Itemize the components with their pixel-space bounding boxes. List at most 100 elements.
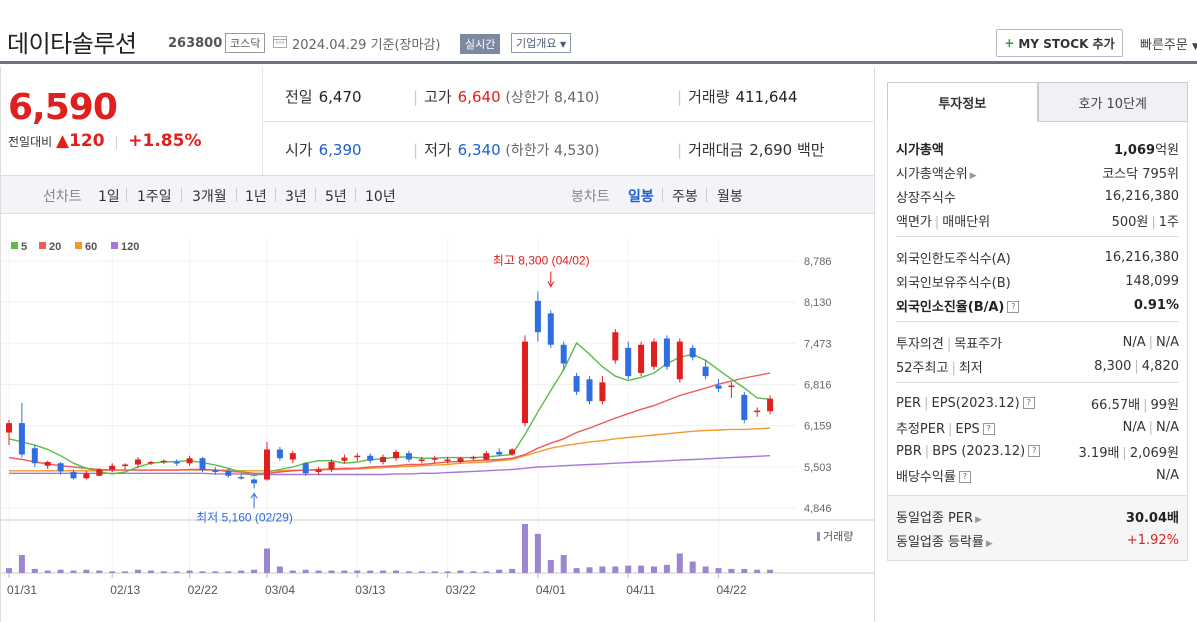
market-cap-rank-value: 코스닥 795위 [1102, 166, 1179, 182]
candle-body [315, 469, 322, 473]
trade-amount-label: 거래대금 [688, 141, 744, 159]
volume-bar [728, 568, 735, 573]
candle-body [225, 470, 232, 476]
high-price: | 고가 6,640 (상한가 8,410) [413, 86, 600, 107]
period-5y[interactable]: 5년 [325, 189, 347, 205]
invest-info-panel: 투자정보 호가 10단계 시가총액 1,069억원 시가총액순위 ▶ 코스닥 795위… [887, 82, 1188, 561]
candle-body [444, 459, 451, 461]
est-per-label: 추정PER [896, 421, 946, 437]
trade-amount: | 거래대금 2,690 백만 [677, 139, 825, 160]
volume-bar [225, 571, 232, 573]
eps-value: 99원 [1150, 397, 1179, 413]
volume-bar [147, 570, 154, 573]
high-arrow-head [547, 281, 555, 288]
candle-body [625, 347, 632, 377]
volume-bar [302, 569, 309, 573]
company-overview-label: 기업개요 [516, 37, 557, 50]
candle-body [612, 332, 619, 361]
candle-body [328, 461, 335, 470]
candle-body [212, 470, 219, 473]
candle-body [160, 460, 167, 463]
trade-unit-label: 매매단위 [942, 214, 991, 230]
bps-value: 2,069원 [1129, 445, 1179, 461]
listed-shares-value: 16,216,380 [1104, 188, 1179, 204]
legend-swatch [39, 242, 46, 249]
x-tick-label: 03/04 [265, 583, 295, 597]
current-price: 6,590 [8, 87, 118, 128]
opinion-row: 투자의견 | 목표주가 N/A | N/A [896, 334, 1179, 352]
candle-body [457, 458, 464, 462]
quick-order-button[interactable]: 빠른주문 ▼ [1140, 34, 1197, 53]
stock-name: 데이타솔루션 [7, 30, 137, 58]
foreign-ratio-label: 외국인소진율(B/A) [896, 299, 1005, 315]
market-cap-value: 1,069 [1113, 142, 1156, 158]
sector-rate-label[interactable]: 동일업종 등락률 [896, 534, 984, 550]
foreign-ratio-value: 0.91% [1133, 297, 1179, 313]
volume-bar [6, 568, 12, 573]
help-icon[interactable]: ? [1028, 445, 1041, 457]
volume-bar [380, 570, 387, 573]
est-eps-label: EPS [955, 421, 980, 437]
volume-bar [431, 571, 438, 573]
volume-bar [741, 568, 748, 573]
my-stock-add-button[interactable]: + MY STOCK 추가 [996, 29, 1123, 57]
ma5-line [8, 341, 771, 477]
volume-bar [689, 561, 696, 573]
tab-invest-info[interactable]: 투자정보 [887, 82, 1038, 122]
volume-bar [238, 570, 245, 573]
period-weekly[interactable]: 주봉 [672, 189, 698, 205]
tab-orderbook-10[interactable]: 호가 10단계 [1037, 82, 1188, 122]
candle-body [702, 366, 709, 377]
trade-unit-value: 1주 [1158, 214, 1179, 230]
period-daily[interactable]: 일봉 [628, 189, 654, 205]
volume-bar [457, 570, 464, 573]
candle-body [276, 449, 283, 459]
week52-high-value: 8,300 [1094, 358, 1132, 374]
foreign-hold-value: 148,099 [1125, 273, 1179, 289]
help-icon[interactable]: ? [1007, 301, 1020, 313]
foreign-limit-label: 외국인한도주식수(A) [896, 251, 1011, 267]
change-label: 전일대비 [8, 135, 53, 149]
est-eps-value: N/A [1156, 419, 1179, 435]
opinion-value: N/A [1122, 334, 1146, 350]
market-cap-unit: 억원 [1155, 142, 1179, 158]
volume-bar [560, 555, 567, 573]
help-icon[interactable]: ? [1022, 397, 1035, 409]
volume-bar [586, 567, 593, 573]
sector-per-label[interactable]: 동일업종 PER [896, 510, 974, 526]
period-3m[interactable]: 3개월 [192, 189, 227, 205]
volume-bar [547, 559, 554, 573]
volume-bar [315, 570, 322, 573]
candle-body [147, 461, 154, 464]
ma20-line [8, 372, 771, 474]
opinion-section: 투자의견 | 목표주가 N/A | N/A 52주최고 | 최저 8,300 | 4,820 [896, 321, 1179, 382]
period-1y[interactable]: 1년 [245, 189, 267, 205]
volume-bar [96, 570, 103, 573]
period-3y[interactable]: 3년 [285, 189, 307, 205]
valuation-section: PER | EPS(2023.12)? 66.57배 | 99원 추정PER | EPS? N/… [896, 382, 1179, 491]
help-icon[interactable]: ? [958, 471, 971, 483]
volume-bar [444, 571, 451, 573]
company-overview-dropdown[interactable]: 기업개요 ▼ [511, 33, 572, 53]
face-value: 500원 [1111, 214, 1149, 230]
candle-body [676, 341, 683, 380]
y-tick-label: 8,786 [804, 256, 832, 268]
period-1d[interactable]: 1일 [98, 189, 120, 205]
open-value: 6,390 [318, 141, 362, 159]
market-cap-rank-label[interactable]: 시가총액순위 [896, 166, 968, 182]
foreign-hold-row: 외국인보유주식수(B) 148,099 [896, 269, 1179, 293]
candle-body [715, 385, 722, 389]
x-tick-label: 04/01 [536, 583, 566, 597]
stock-chart: 8,786 8,130 7,473 6,816 6,159 5,503 4,846 5 20 60… [0, 214, 875, 622]
opinion-label: 투자의견 [896, 336, 944, 352]
volume-bar [573, 568, 580, 573]
help-icon[interactable]: ? [982, 423, 995, 435]
period-10y[interactable]: 10년 [365, 189, 396, 205]
target-price-label: 목표주가 [954, 336, 1003, 352]
chevron-right-icon: ▶ [975, 514, 982, 525]
period-monthly[interactable]: 월봉 [717, 189, 743, 205]
volume-bar [354, 570, 361, 573]
y-tick-label: 6,816 [804, 380, 832, 392]
realtime-badge[interactable]: 실시간 [460, 34, 501, 54]
period-1w[interactable]: 1주일 [137, 189, 172, 205]
